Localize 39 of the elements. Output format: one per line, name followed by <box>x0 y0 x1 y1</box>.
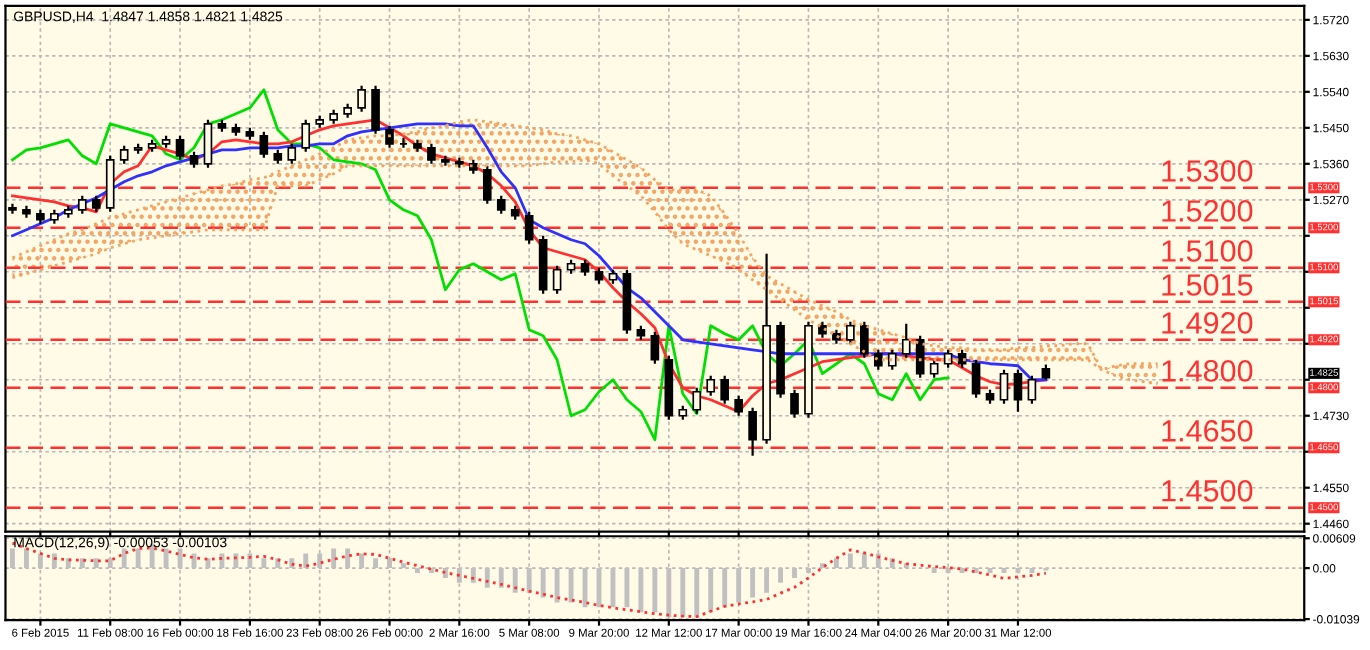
candlestick <box>734 394 743 417</box>
text: 1.5200 <box>1162 200 1253 222</box>
text: 1.4920 <box>1162 312 1253 334</box>
candlestick <box>901 322 911 359</box>
candlestick <box>357 84 366 113</box>
text: 1.4500 <box>1162 480 1253 502</box>
candlestick <box>482 164 492 205</box>
candlestick <box>1027 374 1037 405</box>
candlestick <box>552 264 562 295</box>
candlestick <box>860 320 869 359</box>
candlestick <box>105 154 115 213</box>
candlestick <box>692 386 702 415</box>
text: 1.5100 <box>1162 240 1253 262</box>
candlestick <box>873 348 883 371</box>
candlestick <box>846 320 855 345</box>
candlestick <box>175 134 185 161</box>
candlestick <box>748 406 757 457</box>
candlestick <box>915 334 925 379</box>
candlestick <box>720 374 730 405</box>
candlestick <box>706 374 716 397</box>
candlestick <box>203 118 213 169</box>
candlestick <box>259 130 269 159</box>
candlestick <box>1013 368 1023 413</box>
line-series <box>11 88 950 442</box>
candlestick <box>301 118 311 153</box>
candlestick <box>427 142 436 165</box>
line-series <box>11 541 1048 619</box>
candlestick <box>790 388 799 419</box>
candlestick <box>887 348 897 371</box>
candlestick <box>650 330 660 365</box>
text: 1.5300 <box>1162 160 1253 182</box>
candlestick <box>999 368 1009 405</box>
candlestick <box>971 358 981 399</box>
candlestick <box>287 142 297 165</box>
text: 1.5015 <box>1162 274 1253 296</box>
text: 1.4650 <box>1162 420 1253 442</box>
candlestick <box>524 210 534 245</box>
candlestick <box>371 84 380 135</box>
text: 1.4800 <box>1162 360 1253 382</box>
